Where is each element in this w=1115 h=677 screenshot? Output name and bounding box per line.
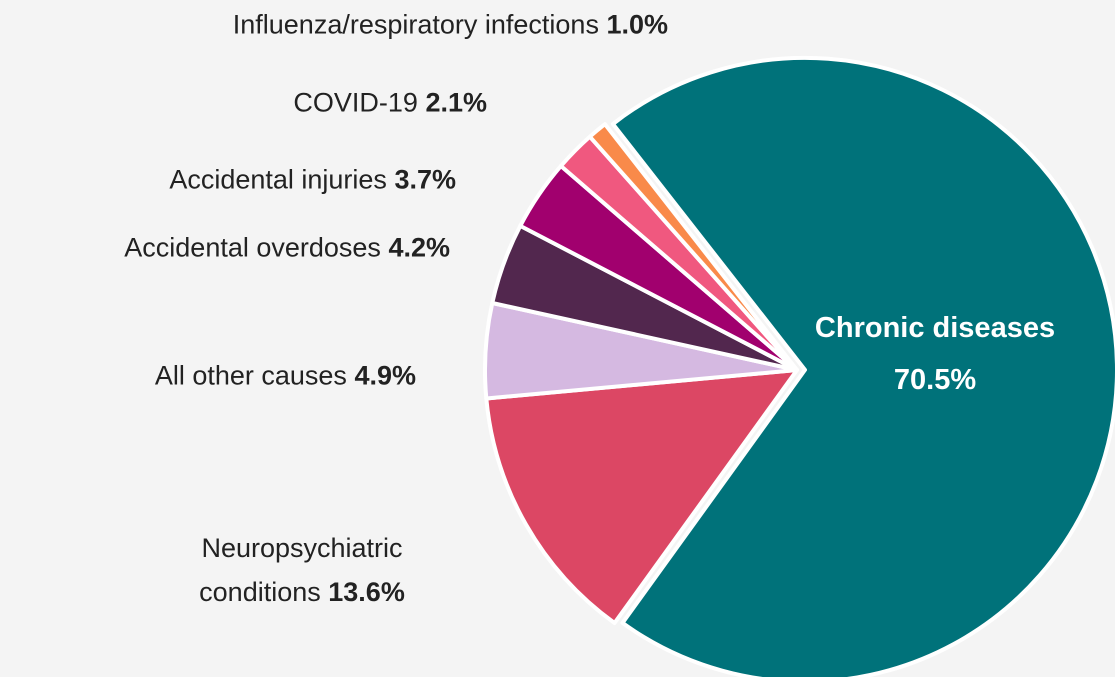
category-name: All other causes bbox=[154, 360, 347, 391]
value-label: 3.7% bbox=[394, 164, 456, 195]
category-name: Influenza/respiratory infections bbox=[232, 9, 599, 40]
value-label: 4.2% bbox=[388, 232, 450, 263]
value-label: 13.6% bbox=[328, 577, 405, 607]
slice-label: COVID-19 2.1% bbox=[293, 88, 487, 119]
category-name: Neuropsychiatric conditions bbox=[199, 533, 403, 607]
pie-slice bbox=[587, 122, 799, 372]
value-label: 2.1% bbox=[425, 87, 487, 118]
value-label: 4.9% bbox=[354, 360, 416, 391]
slice-label: Accidental overdoses 4.2% bbox=[124, 233, 450, 264]
pie-slice bbox=[484, 368, 799, 626]
category-name: Chronic diseases bbox=[814, 312, 1056, 344]
slice-label: Accidental injuries 3.7% bbox=[169, 165, 456, 196]
category-name: Accidental injuries bbox=[169, 164, 387, 195]
slice-label: All other causes 4.9% bbox=[155, 361, 416, 392]
slice-label: Neuropsychiatric conditions 13.6% bbox=[152, 526, 452, 614]
value-label: 1.0% bbox=[606, 9, 668, 40]
value-label: 70.5% bbox=[893, 364, 977, 396]
pie-slice bbox=[610, 55, 1115, 677]
slice-label: Influenza/respiratory infections 1.0% bbox=[233, 10, 668, 41]
slice-label: Chronic diseases 70.5% bbox=[775, 302, 1095, 406]
category-name: COVID-19 bbox=[293, 87, 418, 118]
category-name: Accidental overdoses bbox=[124, 232, 381, 263]
